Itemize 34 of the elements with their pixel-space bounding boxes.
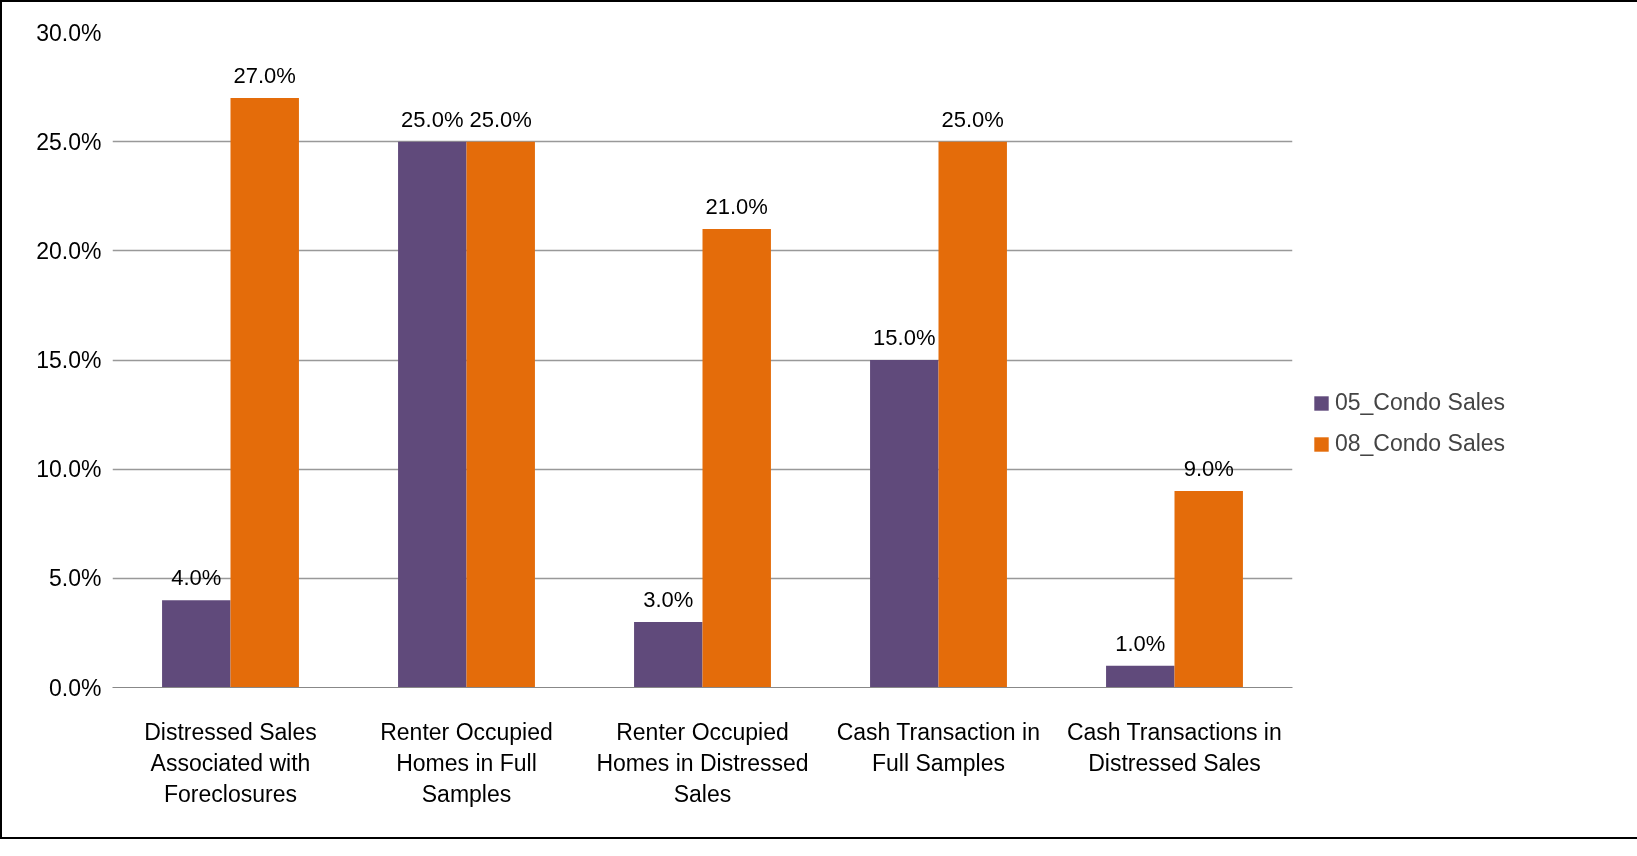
x-tick-label: Distressed Sales Associated with Foreclosures [144, 718, 317, 807]
bar [1106, 665, 1175, 688]
y-tick-label: 15.0% [36, 347, 102, 373]
data-label: 25.0% [469, 106, 532, 132]
data-label: 21.0% [705, 194, 768, 219]
x-tick-label: Renter Occupied Homes in Distressed Sales [596, 718, 809, 807]
data-label: 25.0% [941, 106, 1004, 132]
bar [230, 98, 299, 688]
data-label: 27.0% [233, 63, 296, 88]
data-label: 1.0% [1115, 630, 1166, 656]
bar [938, 141, 1007, 688]
y-tick-label: 30.0% [36, 19, 102, 46]
legend-label: 05_Condo Sales [1335, 389, 1506, 416]
y-tick-label: 20.0% [36, 237, 102, 264]
y-tick-label: 5.0% [49, 565, 102, 592]
data-label: 9.0% [1183, 456, 1234, 481]
data-label: 25.0% [401, 106, 464, 132]
legend-label: 08_Condo Sales [1335, 430, 1506, 457]
bar [162, 600, 231, 688]
y-tick-label: 10.0% [36, 456, 102, 483]
data-label: 3.0% [643, 587, 694, 612]
y-tick-label: 25.0% [36, 128, 102, 155]
bar [634, 622, 703, 688]
x-tick-label: Renter Occupied Homes in Full Samples [380, 718, 553, 807]
bar [870, 360, 939, 688]
data-label: 4.0% [171, 565, 222, 591]
bar [702, 229, 771, 688]
bar [1174, 491, 1243, 688]
bar [466, 141, 535, 688]
x-tick-label: Cash Transaction in Full Samples [836, 718, 1040, 776]
y-tick-label: 0.0% [49, 674, 102, 701]
data-label: 15.0% [873, 325, 936, 350]
x-tick-label: Cash Transactions in Distressed Sales [1066, 718, 1282, 776]
bar [398, 141, 467, 688]
